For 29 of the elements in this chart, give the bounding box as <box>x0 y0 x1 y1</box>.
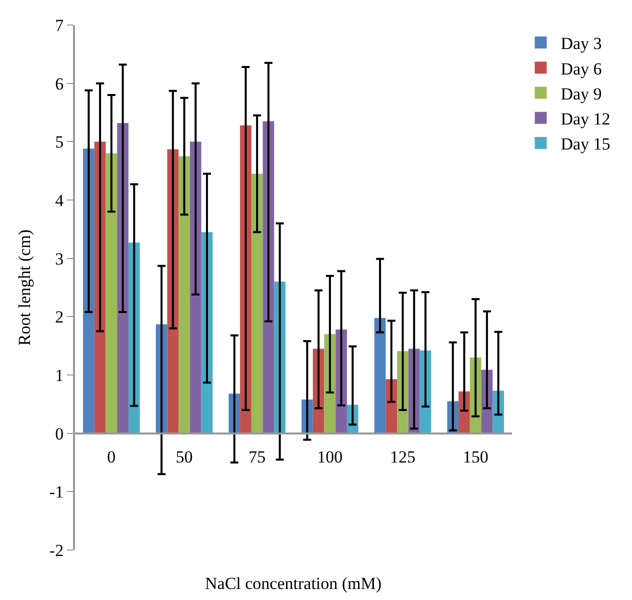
x-tick-label: 75 <box>248 448 266 467</box>
bar <box>106 153 118 434</box>
legend-label: Day 15 <box>560 134 610 154</box>
y-tick-label: -1 <box>49 482 64 502</box>
legend-label: Day 9 <box>560 84 602 104</box>
bar <box>251 174 263 434</box>
y-tick-label: 0 <box>55 424 64 444</box>
y-tick-label: 3 <box>55 249 64 268</box>
x-tick-label: 150 <box>462 448 488 467</box>
y-tick-label: -2 <box>49 540 64 560</box>
legend-label: Day 3 <box>560 34 602 54</box>
y-tick-label: 4 <box>55 190 64 210</box>
bar <box>83 148 94 434</box>
bar <box>178 156 190 434</box>
x-tick-label: 100 <box>317 448 343 467</box>
x-tick-label: 50 <box>176 448 193 467</box>
bar <box>374 318 386 434</box>
x-axis-title: NaCl concentration (mM) <box>205 574 382 593</box>
x-tick-label: 0 <box>107 448 116 467</box>
y-tick-label: 5 <box>55 132 64 152</box>
legend-label: Day 12 <box>560 109 610 128</box>
y-tick-label: 6 <box>55 74 64 94</box>
y-axis-title: Root lenght (cm) <box>15 229 34 346</box>
bar <box>190 142 202 434</box>
x-tick-label: 125 <box>390 448 416 467</box>
y-tick-label: 7 <box>55 16 64 35</box>
y-tick-label: 1 <box>55 366 64 385</box>
y-tick-label: 2 <box>55 308 64 327</box>
legend-label: Day 6 <box>560 59 602 78</box>
